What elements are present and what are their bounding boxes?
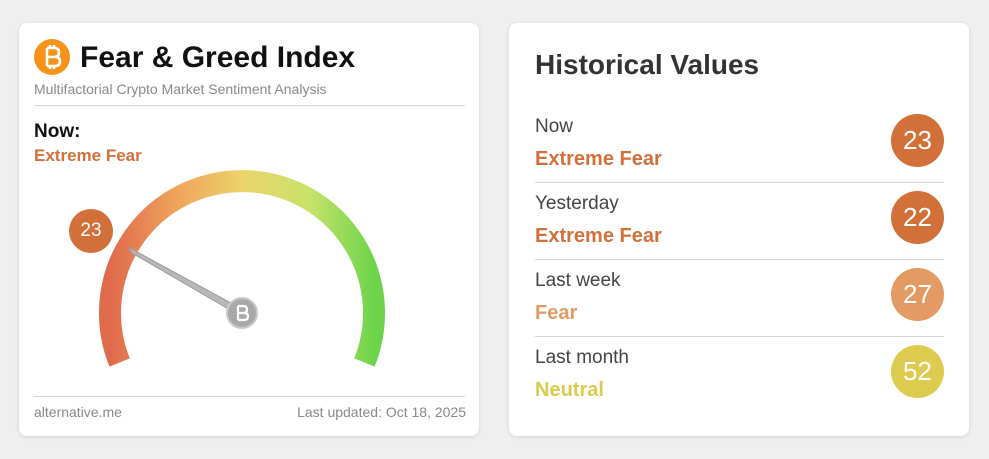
source: alternative.me: [34, 404, 122, 420]
history-classification: Extreme Fear: [535, 148, 662, 170]
history-classification: Fear: [535, 302, 578, 324]
row-divider: [535, 336, 944, 337]
history-label: Last week: [535, 270, 621, 291]
history-label: Last month: [535, 347, 629, 368]
subtitle: Multifactorial Crypto Market Sentiment A…: [34, 81, 327, 97]
title: Fear & Greed Index: [80, 41, 356, 74]
divider: [34, 396, 465, 397]
history-value-badge: 22: [891, 191, 944, 244]
history-value-badge: 52: [891, 345, 944, 398]
history-value-badge: 27: [891, 268, 944, 321]
gauge-needle: [127, 246, 246, 320]
history-value-badge: 23: [891, 114, 944, 167]
history-label: Yesterday: [535, 193, 619, 214]
history-title: Historical Values: [535, 49, 760, 80]
history-classification: Extreme Fear: [535, 225, 662, 247]
now-label: Now:: [34, 121, 81, 142]
gauge-arc: [99, 170, 385, 367]
history-label: Now: [535, 116, 574, 137]
divider: [34, 105, 465, 106]
needle-hub: [226, 297, 258, 329]
now-classification: Extreme Fear: [34, 146, 142, 165]
row-divider: [535, 259, 944, 260]
bitcoin-icon: [34, 39, 70, 75]
row-divider: [535, 182, 944, 183]
history-classification: Neutral: [535, 379, 604, 401]
last-updated: Last updated: Oct 18, 2025: [297, 404, 466, 420]
now-value-badge: 23: [69, 209, 113, 253]
